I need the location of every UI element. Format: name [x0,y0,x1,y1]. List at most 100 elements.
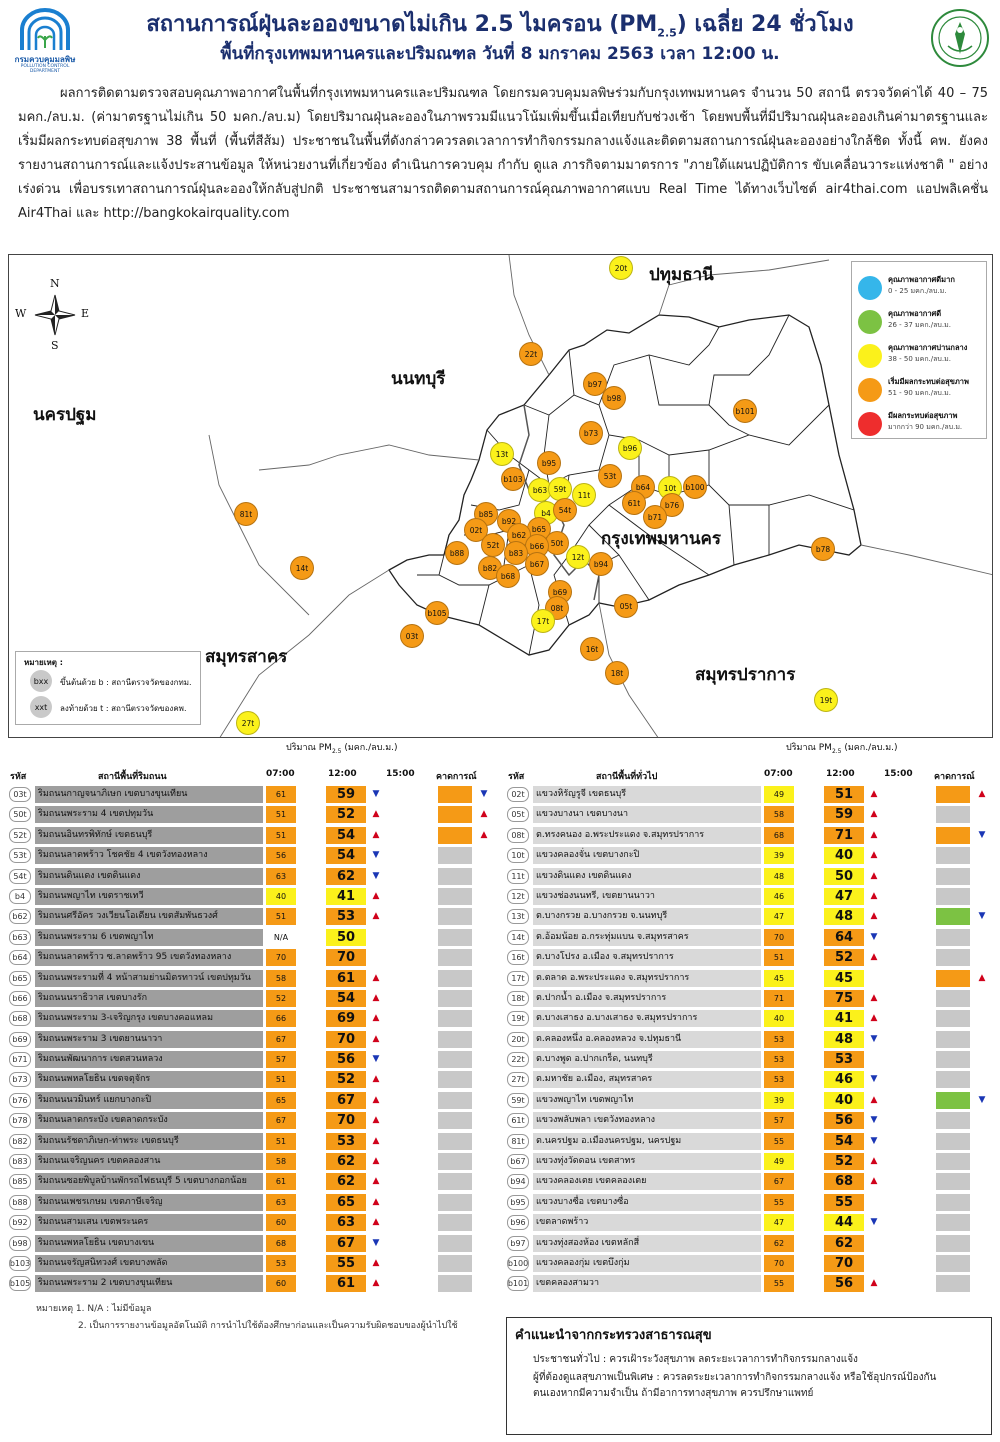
station-marker-b96[interactable]: b96 [618,436,642,460]
forecast-cell [438,887,472,905]
trend-arrow-icon: ▼ [372,1237,380,1248]
trend-arrow-icon [868,1238,880,1248]
station-marker-b100[interactable]: b100 [683,475,707,499]
station-marker-b78[interactable]: b78 [811,537,835,561]
station-name: ริมถนนซอยพิบูลบ้านพักรถไฟธนบุรี 5 เขตบาง… [35,1173,263,1191]
legend-color-dot [858,378,882,402]
station-marker-22t[interactable]: 22t [519,342,543,366]
station-marker-17t[interactable]: 17t [531,609,555,633]
station-marker-b83[interactable]: b83 [504,541,528,565]
value-1200: 56 [824,1275,864,1293]
value-1200: 53 [326,1132,366,1150]
forecast-cell [438,1214,472,1232]
trend-arrow-icon: ▲ [372,1278,380,1289]
value-1200: 53 [326,908,366,926]
advice-line-3: ตนเองหากมีความจำเป็น ถ้ามีอาการทางสุขภาพ… [533,1388,814,1399]
station-marker-b71[interactable]: b71 [643,505,667,529]
logo-subtext: POLLUTION CONTROL DEPARTMENT [20,64,70,74]
station-marker-52t[interactable]: 52t [481,533,505,557]
station-code: 08t [507,827,529,843]
station-marker-19t[interactable]: 19t [814,688,838,712]
station-marker-54t[interactable]: 54t [553,498,577,522]
station-name: ริมถนนลาดพร้าว ซ.ลาดพร้าว 95 เขตวังทองหล… [35,949,263,967]
station-marker-b97[interactable]: b97 [583,372,607,396]
pcd-logo: กรมควบคุมมลพิษ POLLUTION CONTROL DEPARTM… [8,6,82,74]
forecast-cell [438,826,472,844]
station-marker-b67[interactable]: b67 [525,552,549,576]
trend-arrow-icon: ▼ [372,870,380,881]
station-marker-20t[interactable]: 20t [609,256,633,280]
legend-range: 38 - 50 มคก./ลบ.ม. [888,355,951,363]
station-marker-b98[interactable]: b98 [602,386,626,410]
header: กรมควบคุมมลพิษ POLLUTION CONTROL DEPARTM… [0,0,1000,76]
forecast-cell [936,1030,970,1048]
table-row: 14t ต.อ้อมน้อย อ.กระทุ่มแบน จ.สมุทรสาคร 70… [506,928,994,948]
forecast-cell [936,908,970,926]
table-row: b71 ริมถนนพัฒนาการ เขตสวนหลวง 57 56 ▼ [8,1050,496,1070]
trend-arrow-icon: ▲ [870,1278,878,1289]
station-marker-03t[interactable]: 03t [400,624,424,648]
station-marker-27t[interactable]: 27t [236,711,260,735]
station-marker-b105[interactable]: b105 [425,601,449,625]
forecast-arrow-icon: ▲ [978,789,986,799]
station-marker-b73[interactable]: b73 [579,421,603,445]
station-marker-61t[interactable]: 61t [622,491,646,515]
station-code: 14t [507,929,529,945]
legend-range: 26 - 37 มคก./ลบ.ม. [888,321,951,329]
station-name: แขวงหิรัญรูจี เขตธนบุรี [533,786,761,803]
value-0700: 58 [266,969,296,987]
station-marker-b94[interactable]: b94 [589,552,613,576]
station-name: ริมถนนดินแดง เขตดินแดง [35,867,263,885]
station-marker-81t[interactable]: 81t [234,502,258,526]
station-name: ริมถนนกาญจนาภิเษก เขตบางขุนเทียน [35,786,263,803]
forecast-cell [936,969,970,987]
station-name: แขวงคลองเตย เขตคลองเตย [533,1173,761,1191]
compass-north: N [50,277,60,290]
table-row: 20t ต.คลองหนึ่ง อ.คลองหลวง จ.ปทุมธานี 53 48… [506,1030,994,1050]
station-marker-05t[interactable]: 05t [614,594,638,618]
station-marker-18t[interactable]: 18t [605,661,629,685]
station-marker-12t[interactable]: 12t [566,545,590,569]
value-0700: 70 [764,928,794,946]
trend-arrow-icon: ▲ [870,850,878,861]
forecast-arrow-icon [976,1156,988,1166]
forecast-cell [438,1275,472,1293]
station-marker-b103[interactable]: b103 [501,467,525,491]
forecast-cell [936,1153,970,1171]
station-name: ริมถนนพระราม 2 เขตบางขุนเทียน [35,1275,263,1293]
table-row: 13t ต.บางกรวย อ.บางกรวย จ.นนทบุรี 47 48 ▲ ▼ [506,907,994,927]
station-marker-11t[interactable]: 11t [572,483,596,507]
value-1200: 44 [824,1214,864,1232]
value-0700: 58 [266,1153,296,1171]
legend-title: คุณภาพอากาศปานกลาง [888,343,968,352]
trend-arrow-icon: ▲ [372,809,380,820]
value-1200: 52 [824,1153,864,1171]
trend-arrow-icon: ▼ [870,1217,878,1228]
station-marker-b88[interactable]: b88 [445,541,469,565]
forecast-arrow-icon [478,911,490,921]
station-name: ต.อ้อมน้อย อ.กระทุ่มแบน จ.สมุทรสาคร [533,928,761,946]
forecast-cell [936,928,970,946]
station-marker-14t[interactable]: 14t [290,556,314,580]
value-1200: 70 [326,949,366,967]
station-marker-16t[interactable]: 16t [580,637,604,661]
note-t-text: ลงท้ายด้วย t : สถานีตรวจวัดของคพ. [60,704,187,713]
station-marker-13t[interactable]: 13t [490,442,514,466]
legend-title: คุณภาพอากาศดีมาก [888,275,955,284]
table-row: b82 ริมถนนรัชดาภิเษก-ท่าพระ เขตธนบุรี 51 53… [8,1132,496,1152]
station-marker-b68[interactable]: b68 [496,564,520,588]
station-code: 12t [507,888,529,904]
value-0700: 67 [266,1112,296,1130]
value-1200: 70 [824,1254,864,1272]
table-row: b4 ริมถนนพญาไท เขตราชเทวี 40 41 ▲ [8,887,496,907]
station-marker-53t[interactable]: 53t [598,464,622,488]
table-row: b94 แขวงคลองเตย เขตคลองเตย 67 68 ▲ [506,1172,994,1192]
forecast-cell [936,1112,970,1130]
station-marker-08t[interactable]: 08t [545,596,569,620]
forecast-cell [438,1193,472,1211]
station-marker-b101[interactable]: b101 [733,399,757,423]
table-row: b76 ริมถนนนวมินทร์ แยกบางกะปิ 65 67 ▲ [8,1091,496,1111]
station-marker-b95[interactable]: b95 [537,451,561,475]
station-marker-59t[interactable]: 59t [548,477,572,501]
forecast-arrow-icon [976,1054,988,1064]
